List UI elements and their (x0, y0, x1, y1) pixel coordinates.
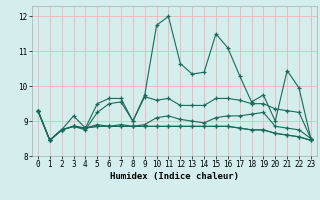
X-axis label: Humidex (Indice chaleur): Humidex (Indice chaleur) (110, 172, 239, 181)
